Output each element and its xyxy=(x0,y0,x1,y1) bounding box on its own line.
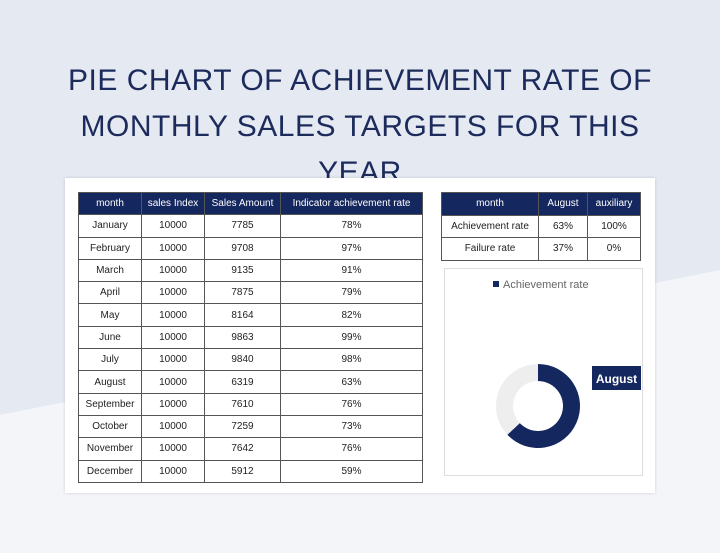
cell: 91% xyxy=(280,258,423,283)
cell: 10000 xyxy=(141,281,205,305)
cell: September xyxy=(78,392,142,416)
cell: 10000 xyxy=(141,459,205,483)
cell: November xyxy=(78,437,142,461)
cell: 0% xyxy=(587,237,641,261)
cell: 59% xyxy=(280,459,423,483)
cell: 99% xyxy=(280,325,423,350)
cell: 76% xyxy=(280,392,423,416)
doughnut-segment xyxy=(496,364,538,435)
cell: 98% xyxy=(280,348,423,372)
row: Failure rate 37% 0% xyxy=(441,237,641,261)
header-cell: Sales Amount xyxy=(204,191,281,216)
cell: 82% xyxy=(280,303,423,327)
title: PIE CHART OF ACHIEVEMENT RATE OF MONTHLY… xyxy=(68,64,652,189)
legend-label: Achievement rate xyxy=(503,279,589,291)
cell: 5912 xyxy=(204,459,281,483)
doughnut-chart: Achievement rate August xyxy=(493,279,641,448)
row: September 10000 7610 76% xyxy=(78,392,423,416)
cell: 10000 xyxy=(141,370,205,394)
cell: 9135 xyxy=(204,258,281,283)
cell: 7642 xyxy=(204,437,281,461)
chart-area: Achievement rate August xyxy=(444,268,643,476)
cell: 10000 xyxy=(141,214,205,238)
row: July 10000 9840 98% xyxy=(78,348,423,372)
cell: June xyxy=(78,325,142,350)
cell: 10000 xyxy=(141,437,205,461)
row: May 10000 8164 82% xyxy=(78,303,423,327)
label-box xyxy=(592,366,641,390)
legend-swatch xyxy=(493,281,499,287)
cell: 10000 xyxy=(141,325,205,350)
row: March 10000 9135 91% xyxy=(78,258,423,283)
cell: 10000 xyxy=(141,348,205,372)
cell: 7259 xyxy=(204,414,281,439)
cell: October xyxy=(78,414,142,439)
cell: January xyxy=(78,214,142,238)
row: April 10000 7875 79% xyxy=(78,281,423,305)
category-label: August xyxy=(596,372,637,386)
cell: 7875 xyxy=(204,281,281,305)
cell: May xyxy=(78,303,142,327)
cell: 79% xyxy=(280,281,423,305)
cell: 63% xyxy=(538,214,588,238)
cell: August xyxy=(78,370,142,394)
row: February 10000 9708 97% xyxy=(78,236,423,260)
header-cell: sales Index xyxy=(141,191,205,216)
cell: February xyxy=(78,236,142,260)
header-cell: August xyxy=(538,192,588,216)
cell: 10000 xyxy=(141,303,205,327)
row: November 10000 7642 76% xyxy=(78,437,423,461)
cell: March xyxy=(78,258,142,283)
cell: December xyxy=(78,459,142,483)
row: August 10000 6319 63% xyxy=(78,370,423,394)
cell: 9840 xyxy=(204,348,281,372)
cell: Failure rate xyxy=(441,237,539,261)
row: January 10000 7785 78% xyxy=(78,214,423,238)
summary-table: month August auxiliary Achievement rate 63% 1… xyxy=(441,192,641,261)
cell: 76% xyxy=(280,437,423,461)
header-cell: month xyxy=(441,192,539,216)
cell: 97% xyxy=(280,236,423,260)
cell: July xyxy=(78,348,142,372)
cell: 9708 xyxy=(204,236,281,260)
cell: 8164 xyxy=(204,303,281,327)
cell: 10000 xyxy=(141,236,205,260)
cell: 73% xyxy=(280,414,423,439)
doughnut-segment xyxy=(507,364,580,448)
header-cell: month xyxy=(78,191,142,216)
row: October 10000 7259 73% xyxy=(78,414,423,439)
header-cell: Indicator achievement rate xyxy=(280,191,423,216)
cell: 6319 xyxy=(204,370,281,394)
cell: Achievement rate xyxy=(441,214,539,238)
cell: 10000 xyxy=(141,414,205,439)
cell: 10000 xyxy=(141,258,205,283)
header-row: month sales Index Sales Amount Indicator ac… xyxy=(78,191,423,216)
cell: 100% xyxy=(587,214,641,238)
cell: 63% xyxy=(280,370,423,394)
header-row: month August auxiliary xyxy=(441,192,641,216)
cell: 37% xyxy=(538,237,588,261)
cell: 78% xyxy=(280,214,423,238)
header-cell: auxiliary xyxy=(587,192,641,216)
cell: 7785 xyxy=(204,214,281,238)
row: June 10000 9863 99% xyxy=(78,325,423,350)
sales-table: month sales Index Sales Amount Indicator ac… xyxy=(78,191,423,483)
cell: 10000 xyxy=(141,392,205,416)
cell: April xyxy=(78,281,142,305)
row: Achievement rate 63% 100% xyxy=(441,214,641,238)
cell: 7610 xyxy=(204,392,281,416)
cell: 9863 xyxy=(204,325,281,350)
row: December 10000 5912 59% xyxy=(78,459,423,483)
